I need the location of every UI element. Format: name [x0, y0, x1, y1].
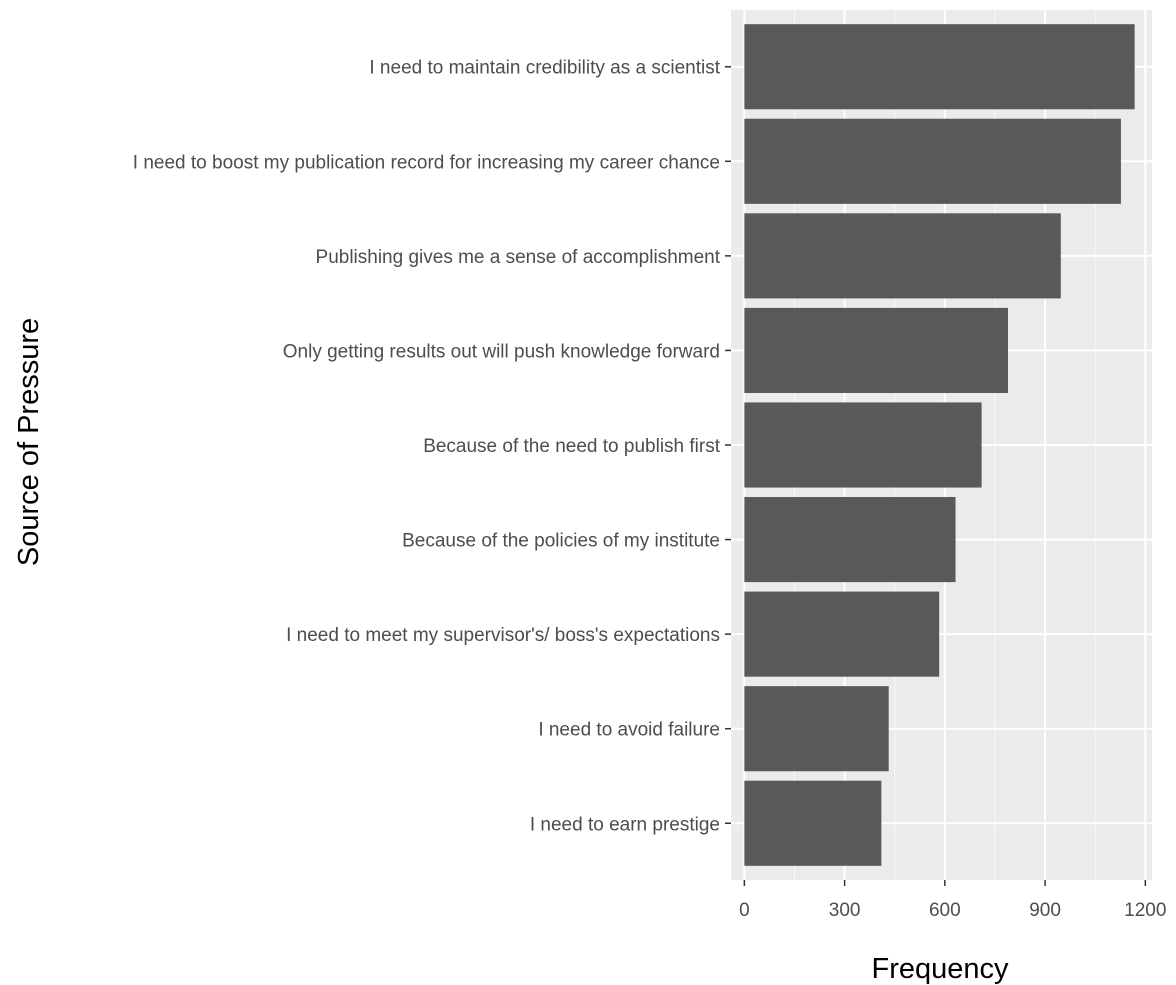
- bar: [744, 213, 1061, 299]
- x-tick-label: 900: [1029, 900, 1061, 921]
- bar: [744, 591, 940, 677]
- bar: [744, 780, 882, 866]
- y-tick-label: Because of the policies of my institute: [402, 531, 720, 552]
- y-tick-label: Only getting results out will push knowl…: [283, 341, 720, 362]
- bar: [744, 497, 956, 583]
- y-tick-label: Publishing gives me a sense of accomplis…: [316, 247, 721, 268]
- bar: [744, 402, 982, 488]
- bars-group: [744, 24, 1135, 866]
- y-tick-label: I need to boost my publication record fo…: [133, 152, 720, 173]
- y-tick-label: I need to avoid failure: [538, 720, 720, 741]
- x-axis-title: Frequency: [871, 953, 1009, 985]
- y-axis-ticks: I need to maintain credibility as a scie…: [133, 58, 731, 835]
- bar: [744, 118, 1121, 204]
- x-tick-label: 300: [829, 900, 861, 921]
- x-axis-ticks: 0 300 600 900 1200: [739, 880, 1166, 921]
- bar: [744, 24, 1135, 110]
- y-tick-label: Because of the need to publish first: [423, 436, 721, 457]
- y-axis-title: Source of Pressure: [13, 318, 45, 566]
- y-tick-label: I need to maintain credibility as a scie…: [369, 58, 720, 79]
- x-tick-label: 600: [929, 900, 961, 921]
- bar: [744, 686, 889, 772]
- x-tick-label: 1200: [1124, 900, 1166, 921]
- y-tick-label: I need to meet my supervisor's/ boss's e…: [286, 625, 720, 646]
- x-tick-label: 0: [739, 900, 750, 921]
- bar: [744, 307, 1008, 393]
- y-tick-label: I need to earn prestige: [530, 814, 720, 835]
